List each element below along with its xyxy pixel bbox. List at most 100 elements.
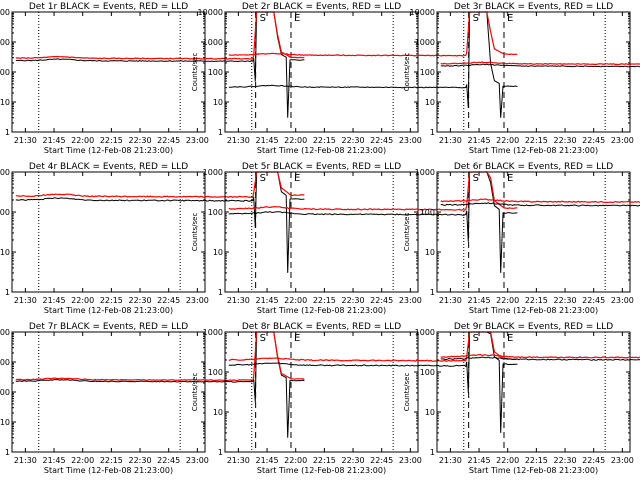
x-tick-label: 22:30 — [128, 136, 151, 145]
lld-series-line — [15, 331, 305, 382]
lld-series-line — [228, 11, 518, 57]
x-tick-label: 21:30 — [14, 296, 37, 305]
y-tick-label: 100 — [420, 368, 435, 377]
chart-panel-5: Det 5r BLACK = Events, RED = LLD 1 10 100 10… — [191, 162, 518, 315]
chart-panel-7: Det 7r BLACK = Events, RED = LLD 1 10 100 10… — [0, 322, 305, 475]
y-tick-label: 100 — [420, 208, 435, 217]
x-tick-label: 21:45 — [256, 296, 279, 305]
y-tick-label: 1 — [218, 288, 223, 297]
y-tick-label: 10000 — [0, 328, 10, 337]
y-tick-label: 1000 — [0, 358, 10, 367]
events-series-line — [440, 63, 640, 68]
y-tick-label: 1 — [218, 448, 223, 457]
x-tick-label: 23:00 — [186, 456, 209, 465]
chart-title: Det 1r BLACK = Events, RED = LLD — [29, 2, 188, 12]
marker-label-e: E — [294, 333, 300, 344]
y-tick-label: 100 — [420, 68, 435, 77]
lld-series-line — [15, 171, 305, 198]
chart-panel-6: Det 6r BLACK = Events, RED = LLD 1 10 100 10… — [403, 162, 640, 315]
y-axis-label: Counts/sec — [403, 373, 411, 412]
x-tick-label: 23:00 — [186, 136, 209, 145]
y-tick-label: 1 — [430, 288, 435, 297]
y-tick-label: 100 — [208, 68, 223, 77]
x-tick-label: 23:00 — [611, 456, 634, 465]
y-axis-label: Counts/sec — [191, 53, 199, 92]
x-tick-label: 22:45 — [582, 296, 605, 305]
x-tick-label: 21:30 — [439, 136, 462, 145]
x-tick-label: 21:45 — [468, 456, 491, 465]
chart-panel-4: Det 4r BLACK = Events, RED = LLD 1 10 100 10… — [0, 162, 305, 315]
lld-series-line — [228, 171, 518, 211]
y-tick-label: 10 — [425, 98, 435, 107]
events-series-line — [440, 202, 640, 207]
x-tick-label: 21:30 — [227, 296, 250, 305]
x-tick-label: 22:45 — [157, 456, 180, 465]
plot-frame — [436, 331, 631, 453]
y-tick-label: 1000 — [203, 38, 223, 47]
plot-frame — [224, 11, 419, 133]
x-tick-label: 22:45 — [582, 456, 605, 465]
x-tick-label: 21:45 — [43, 456, 66, 465]
marker-label-e: E — [507, 333, 513, 344]
events-series-line — [15, 11, 305, 118]
y-tick-label: 10000 — [410, 8, 435, 17]
x-tick-label: 22:00 — [71, 296, 94, 305]
y-tick-label: 1 — [430, 448, 435, 457]
marker-label-e: E — [507, 13, 513, 24]
y-tick-label: 1000 — [0, 38, 10, 47]
y-axis-label: Counts/sec — [191, 373, 199, 412]
y-tick-label: 1 — [5, 288, 10, 297]
chart-panel-8: Det 8r BLACK = Events, RED = LLD 1 10 100 10… — [191, 322, 518, 475]
x-tick-label: 22:30 — [341, 136, 364, 145]
x-tick-label: 22:00 — [284, 136, 307, 145]
x-tick-label: 23:00 — [611, 136, 634, 145]
chart-title: Det 7r BLACK = Events, RED = LLD — [29, 322, 188, 332]
x-tick-label: 21:30 — [439, 456, 462, 465]
x-tick-label: 22:30 — [128, 296, 151, 305]
x-tick-label: 23:00 — [611, 296, 634, 305]
x-tick-label: 22:45 — [370, 136, 393, 145]
x-tick-label: 22:15 — [313, 296, 336, 305]
y-tick-label: 100 — [208, 208, 223, 217]
y-tick-label: 10 — [213, 98, 223, 107]
marker-label-s: S — [260, 173, 266, 184]
x-tick-label: 21:45 — [468, 296, 491, 305]
y-tick-label: 1000 — [415, 38, 435, 47]
x-tick-label: 22:45 — [370, 456, 393, 465]
plot-frame — [11, 11, 206, 133]
x-tick-label: 21:45 — [43, 136, 66, 145]
x-tick-label: 23:00 — [399, 456, 422, 465]
x-tick-label: 21:30 — [227, 456, 250, 465]
x-tick-label: 22:30 — [341, 296, 364, 305]
x-tick-label: 22:00 — [71, 456, 94, 465]
x-tick-label: 22:15 — [525, 456, 548, 465]
x-tick-label: 23:00 — [399, 136, 422, 145]
y-tick-label: 1 — [5, 448, 10, 457]
x-tick-label: 21:30 — [14, 136, 37, 145]
x-axis-label: Start Time (12-Feb-08 21:23:00) — [44, 466, 173, 475]
marker-label-s: S — [260, 13, 266, 24]
x-tick-label: 23:00 — [186, 296, 209, 305]
marker-label-s: S — [260, 333, 266, 344]
lld-series-line — [440, 353, 640, 359]
y-tick-label: 10000 — [198, 8, 223, 17]
x-tick-label: 22:00 — [496, 136, 519, 145]
x-axis-label: Start Time (12-Feb-08 21:23:00) — [44, 146, 173, 155]
marker-label-s: S — [473, 333, 479, 344]
x-tick-label: 22:15 — [100, 296, 123, 305]
x-axis-label: Start Time (12-Feb-08 21:23:00) — [469, 466, 598, 475]
plot-frame — [436, 171, 631, 293]
x-tick-label: 22:45 — [157, 296, 180, 305]
x-tick-label: 21:30 — [439, 296, 462, 305]
marker-label-e: E — [294, 173, 300, 184]
plot-frame — [224, 331, 419, 453]
events-series-line — [228, 171, 518, 273]
marker-label-e: E — [294, 13, 300, 24]
y-tick-label: 100 — [0, 388, 10, 397]
y-tick-label: 1 — [218, 128, 223, 137]
chart-title: Det 6r BLACK = Events, RED = LLD — [454, 162, 613, 172]
x-axis-label: Start Time (12-Feb-08 21:23:00) — [469, 306, 598, 315]
x-tick-label: 21:45 — [43, 296, 66, 305]
y-tick-label: 10 — [213, 248, 223, 257]
